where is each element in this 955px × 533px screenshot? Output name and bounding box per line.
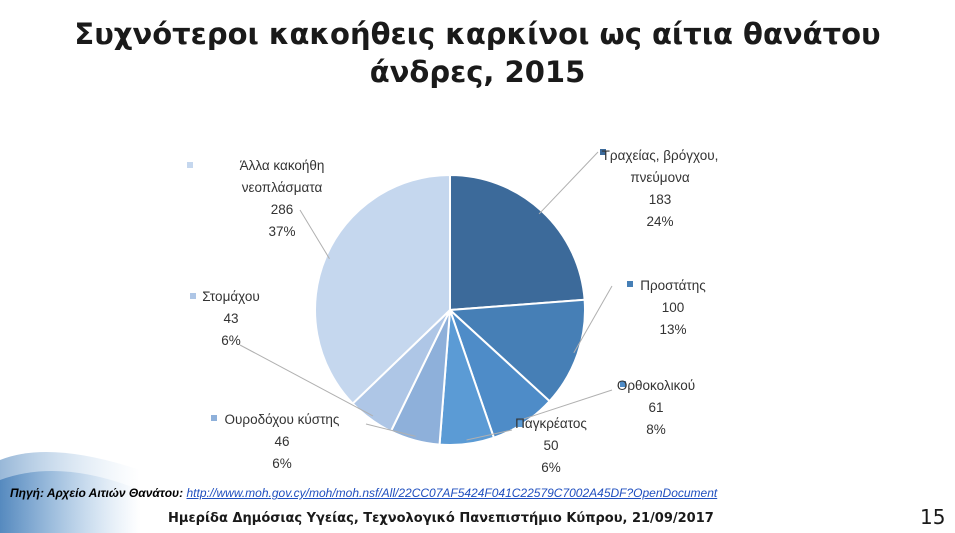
slice-value-label: 43 [223,311,238,326]
leader-line [573,285,613,354]
page-number: 15 [920,505,946,529]
slice-label: Προστάτης [640,278,706,293]
slice-value-label: 46 [274,434,289,449]
leader-line [299,209,330,259]
slice-label: Παγκρέατος [515,416,587,431]
leader-line [466,429,513,441]
slice-percent-label: 37% [268,224,295,239]
pie-slices [314,173,586,446]
leader-line [365,423,416,437]
slice-label: Ορθοκολικού [617,378,695,393]
slice-value-label: 61 [648,400,663,415]
slice-percent-label: 6% [272,456,292,471]
legend-marker [211,415,217,421]
leader-line [521,389,613,421]
slice-percent-label: 13% [659,322,686,337]
slice-percent-label: 6% [221,333,241,348]
footer-text: Ημερίδα Δημόσιας Υγείας, Τεχνολογικό Παν… [168,511,714,526]
slice-label: Τραχείας, βρόγχου, [602,148,719,163]
slice-label: νεοπλάσματα [242,180,323,195]
slice-value-label: 286 [271,202,294,217]
legend-marker [517,421,523,427]
slice-value-label: 50 [543,438,558,453]
slice-percent-label: 24% [646,214,673,229]
slice-percent-label: 8% [646,422,666,437]
legend-marker [600,149,606,155]
legend-marker [627,281,633,287]
leader-line [239,344,374,417]
slice-label: Άλλα κακοήθη [240,158,325,173]
slice-label: Ουροδόχου κύστης [225,412,340,427]
slide-title-line-1: Συχνότεροι κακοήθεις καρκίνοι ως αίτια θ… [74,17,881,51]
slice-value-label: 183 [649,192,672,207]
slice-label: πνεύμονα [630,170,690,185]
leader-lines [239,151,613,441]
pie-slice [449,173,586,312]
slice-label: Στομάχου [202,289,260,304]
pie-slice [314,173,451,406]
pie-slice [447,298,586,403]
source-link[interactable]: http://www.moh.gov.cy/moh/moh.nsf/All/22… [186,486,718,500]
legend-marker [190,293,196,299]
slice-percent-label: 6% [541,460,561,475]
source-citation: Πηγή: Αρχείο Αιτιών Θανάτου: http://www.… [10,486,717,500]
decorative-wave-graphic [0,452,140,533]
legend-marker [187,162,193,168]
slide-title-line-2: άνδρες, 2015 [369,55,586,89]
source-prefix: Πηγή: Αρχείο Αιτιών Θανάτου: [10,486,184,500]
slice-labels: Τραχείας, βρόγχου, πνεύμονα 183 24% Προστάτη… [187,148,718,475]
legend-marker [620,381,626,387]
slice-value-label: 100 [662,300,685,315]
leader-line [538,151,599,215]
